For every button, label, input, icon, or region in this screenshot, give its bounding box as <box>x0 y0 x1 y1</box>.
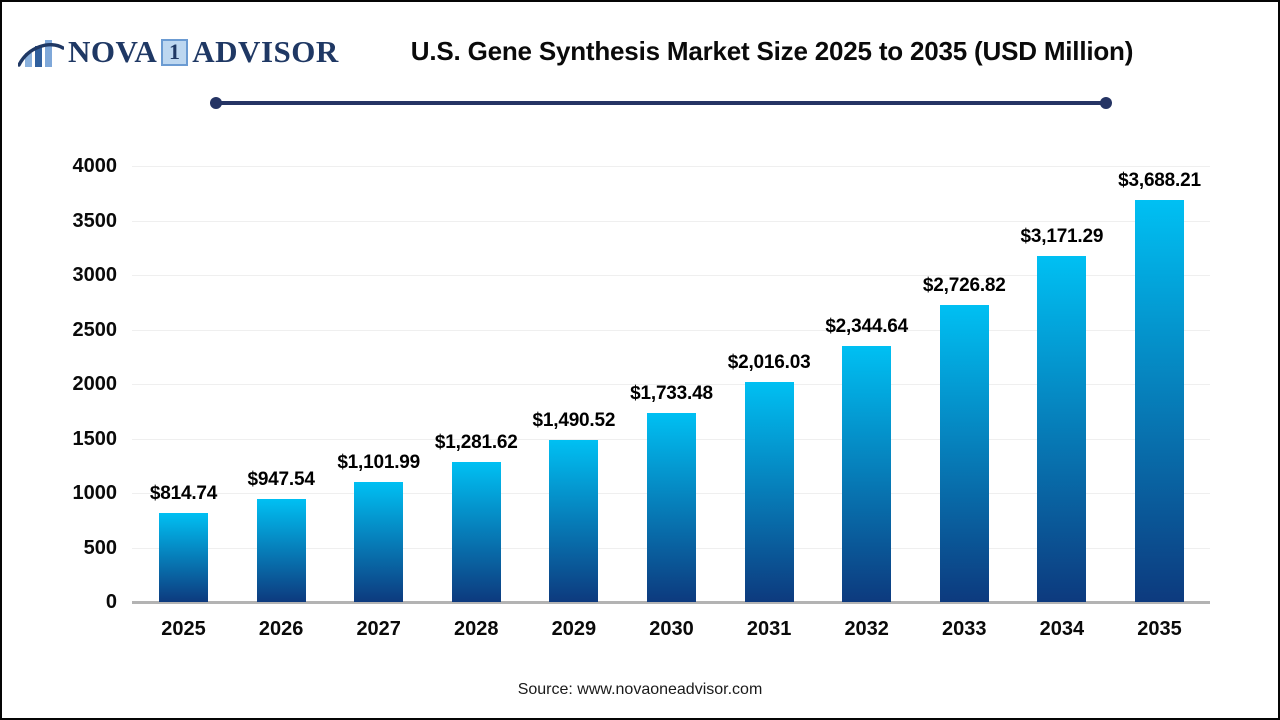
bar-2028 <box>451 462 501 602</box>
bar-2031 <box>744 382 794 602</box>
bar-value-label: $1,490.52 <box>532 409 616 431</box>
bar-value-label: $3,688.21 <box>1118 169 1201 191</box>
gridline-2500 <box>132 329 1210 331</box>
x-axis-tick-label: 2034 <box>1039 618 1085 640</box>
y-axis-tick-label: 1000 <box>72 482 118 504</box>
gridline-4000 <box>132 166 1210 167</box>
x-axis-tick-label: 2035 <box>1137 618 1182 640</box>
bar-2025 <box>159 513 208 602</box>
bar-2035 <box>1135 199 1184 602</box>
bar-2030 <box>647 413 696 602</box>
gridline-2000 <box>132 384 1210 385</box>
y-axis-tick-label: 3500 <box>72 209 118 232</box>
logo-text: NOVA 1 ADVISOR <box>68 34 339 70</box>
bar-value-label: $947.54 <box>247 468 315 490</box>
bar-value-label: $2,726.82 <box>922 274 1006 296</box>
y-axis-tick-label: 0 <box>105 591 117 613</box>
source-text: Source: www.novaoneadvisor.com <box>517 681 763 698</box>
y-axis-tick-label: 500 <box>83 536 117 559</box>
bar-2033 <box>939 304 989 602</box>
bar-2034 <box>1037 256 1087 602</box>
bar-value-label: $1,101.99 <box>337 451 421 473</box>
x-axis-tick-label: 2033 <box>942 618 987 640</box>
logo: NOVA 1 ADVISOR <box>17 29 339 75</box>
y-axis-tick-label: 1500 <box>72 427 118 450</box>
bar-value-label: $2,344.64 <box>825 316 909 338</box>
gridline-3500 <box>132 220 1210 222</box>
title-divider-line <box>215 101 1107 105</box>
x-axis-tick-label: 2028 <box>454 618 499 640</box>
x-axis-tick-label: 2030 <box>649 618 694 640</box>
logo-text-advisor: ADVISOR <box>192 34 339 69</box>
bar-value-label: $3,171.29 <box>1020 226 1104 248</box>
y-axis-tick-label: 3000 <box>72 264 118 286</box>
bar-2026 <box>256 498 306 602</box>
logo-one-badge: 1 <box>161 38 189 66</box>
gridline-3000 <box>132 275 1210 276</box>
bar-value-label: $2,016.03 <box>727 352 811 374</box>
y-axis-tick-label: 2000 <box>72 373 118 395</box>
logo-text-nova: NOVA <box>68 34 158 69</box>
x-axis-tick-label: 2029 <box>551 618 597 640</box>
chart-title: U.S. Gene Synthesis Market Size 2025 to … <box>410 36 1134 66</box>
bar-2032 <box>842 346 892 602</box>
bar-value-label: $1,281.62 <box>434 432 518 454</box>
y-axis-tick-label: 4000 <box>72 155 118 177</box>
y-axis-tick-label: 2500 <box>72 318 118 341</box>
x-axis-tick-label: 2032 <box>844 618 889 640</box>
x-axis-tick-label: 2026 <box>258 618 304 640</box>
bar-value-label: $1,733.48 <box>630 383 713 405</box>
bar-chart-swoosh-icon <box>17 31 65 73</box>
x-axis-tick-label: 2025 <box>161 618 206 640</box>
bar-value-label: $814.74 <box>149 483 218 505</box>
bar-2029 <box>549 439 599 602</box>
x-axis-tick-label: 2027 <box>356 618 401 640</box>
x-axis-line <box>132 601 1210 604</box>
bar-2027 <box>354 481 404 602</box>
x-axis-tick-label: 2031 <box>746 618 792 640</box>
